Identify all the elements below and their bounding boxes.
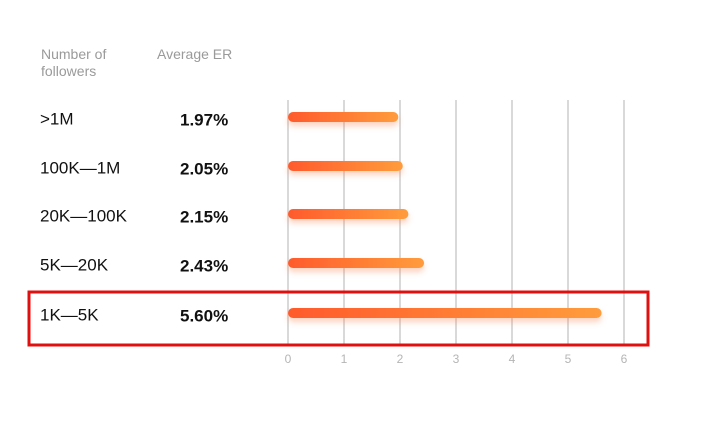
- bar: [288, 112, 399, 122]
- value-label: 5.60%: [180, 306, 228, 325]
- value-label: 2.05%: [180, 159, 228, 178]
- bar: [288, 209, 409, 219]
- x-tick-label: 2: [397, 352, 404, 366]
- category-label: 20K—100K: [40, 206, 128, 225]
- value-label: 1.97%: [180, 110, 228, 129]
- bar: [288, 308, 602, 318]
- x-tick-label: 5: [565, 352, 572, 366]
- column-header: Average ER: [157, 46, 233, 62]
- x-tick-label: 0: [285, 352, 292, 366]
- bar: [288, 161, 403, 171]
- highlight-box: [27, 290, 650, 347]
- category-label: 1K—5K: [40, 305, 99, 324]
- column-header: Number of followers: [41, 46, 107, 79]
- value-label: 2.43%: [180, 256, 228, 275]
- category-label: 100K—1M: [40, 158, 120, 177]
- bar: [288, 258, 425, 268]
- x-tick-label: 6: [621, 352, 628, 366]
- x-tick-label: 1: [341, 352, 348, 366]
- x-tick-label: 4: [509, 352, 516, 366]
- x-tick-label: 3: [453, 352, 460, 366]
- value-label: 2.15%: [180, 207, 228, 226]
- category-label: >1M: [40, 109, 74, 128]
- category-label: 5K—20K: [40, 255, 109, 274]
